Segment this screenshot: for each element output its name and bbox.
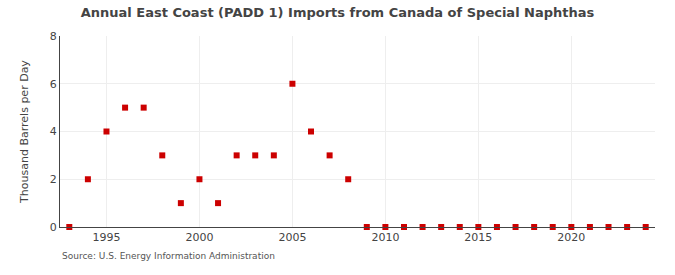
svg-text:Thousand Barrels per Day: Thousand Barrels per Day bbox=[18, 60, 31, 204]
svg-text:Annual East Coast (PADD 1) Imp: Annual East Coast (PADD 1) Imports from … bbox=[81, 5, 595, 20]
svg-text:2015: 2015 bbox=[464, 231, 492, 244]
svg-text:2005: 2005 bbox=[278, 231, 306, 244]
svg-text:2: 2 bbox=[50, 173, 57, 186]
svg-text:4: 4 bbox=[50, 125, 57, 138]
svg-text:6: 6 bbox=[50, 78, 57, 91]
svg-text:2000: 2000 bbox=[185, 231, 213, 244]
svg-text:8: 8 bbox=[50, 30, 57, 43]
svg-text:1995: 1995 bbox=[92, 231, 120, 244]
svg-text:2020: 2020 bbox=[557, 231, 585, 244]
svg-text:Source: U.S. Energy Informatio: Source: U.S. Energy Information Administ… bbox=[62, 251, 275, 261]
svg-text:2010: 2010 bbox=[371, 231, 399, 244]
svg-text:0: 0 bbox=[50, 221, 57, 234]
